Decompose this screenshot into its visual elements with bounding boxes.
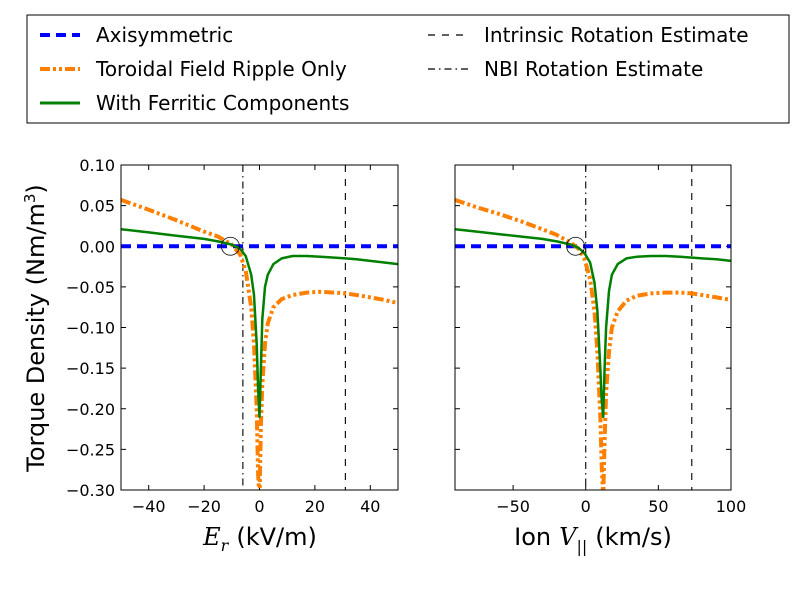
panel-er-y-tick-label: −0.15 — [66, 359, 115, 378]
panel-vpar-ticks: −50 0 50 100 — [455, 164, 747, 516]
panel-er-y-tick-label: 0.00 — [79, 237, 115, 256]
panel-er-frame — [120, 164, 399, 491]
panel-er-series — [121, 198, 398, 490]
panel-er-x-tick-label: 20 — [305, 497, 325, 516]
panel-vpar-x-tick-label: −50 — [496, 497, 530, 516]
panel-vpar-series-ripple — [455, 198, 731, 490]
panel-vpar-series-ferritic — [455, 227, 731, 419]
panel-vpar-frame — [454, 164, 732, 491]
legend-frame — [26, 14, 790, 124]
panel-er: −40 −20 0 20 40 0.10 0.05 0.00 −0.05 −0.10 −0.15 −0… — [66, 156, 399, 555]
panel-er-y-tick-label: −0.20 — [66, 400, 115, 419]
legend-label-nbi: NBI Rotation Estimate — [484, 57, 703, 81]
panel-er-reference-lines — [242, 165, 346, 490]
panel-vpar: −50 0 50 100 Ion V|| (km/s) — [454, 164, 747, 556]
panel-er-x-axis-label: Er (kV/m) — [202, 523, 317, 555]
panel-er-series-ripple — [121, 198, 398, 490]
panel-er-y-tick-label: −0.05 — [66, 278, 115, 297]
legend-label-ripple: Toroidal Field Ripple Only — [95, 57, 347, 81]
panel-er-x-tick-label: −40 — [132, 497, 166, 516]
panel-vpar-x-tick-label: 50 — [648, 497, 668, 516]
panel-er-x-tick-label: 40 — [360, 497, 380, 516]
legend-label-intrinsic: Intrinsic Rotation Estimate — [484, 23, 749, 47]
panel-er-y-tick-label: 0.05 — [79, 197, 115, 216]
y-axis-label: Torque Density (Nm/m3) — [21, 184, 50, 473]
panel-vpar-x-tick-label: 0 — [581, 497, 591, 516]
legend: Axisymmetric Toroidal Field Ripple Only … — [26, 14, 790, 124]
panel-er-y-tick-label: −0.30 — [66, 481, 115, 500]
legend-label-axisymmetric: Axisymmetric — [96, 23, 233, 47]
panel-er-y-tick-label: −0.25 — [66, 440, 115, 459]
panel-er-zero-crossing-marker — [221, 236, 240, 256]
panel-vpar-x-axis-label: Ion V|| (km/s) — [514, 523, 672, 556]
panel-er-y-tick-label: −0.10 — [66, 319, 115, 338]
panel-er-series-ferritic — [121, 227, 398, 419]
panel-vpar-series — [455, 198, 731, 490]
legend-label-ferritic: With Ferritic Components — [96, 91, 349, 115]
panel-er-y-tick-label: 0.10 — [79, 156, 115, 175]
panel-er-x-tick-label: 0 — [254, 497, 264, 516]
panel-er-ticks: −40 −20 0 20 40 0.10 0.05 0.00 −0.05 −0.10 −0.15 −0… — [66, 156, 398, 516]
panel-vpar-x-tick-label: 100 — [716, 497, 747, 516]
panel-vpar-reference-lines — [585, 165, 693, 490]
panel-er-x-tick-label: −20 — [187, 497, 221, 516]
panel-vpar-zero-crossing-marker — [566, 236, 585, 256]
